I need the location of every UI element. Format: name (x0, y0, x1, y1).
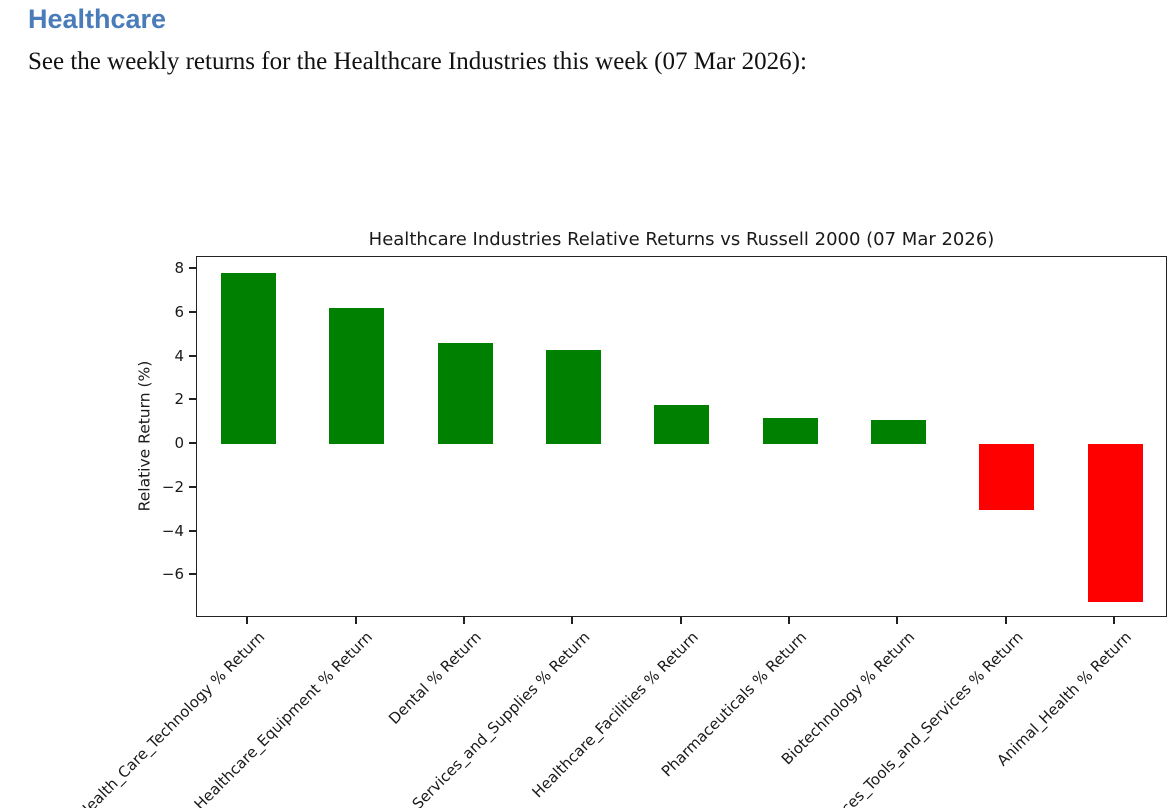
plot-area (196, 256, 1167, 617)
chart-bar (654, 404, 710, 445)
y-tick-mark (189, 398, 196, 401)
y-tick-mark (189, 310, 196, 313)
chart-bar (1087, 444, 1143, 602)
y-tick-label: 2 (174, 390, 184, 409)
y-tick-label: 0 (174, 434, 184, 453)
y-tick-label: 4 (174, 346, 184, 365)
chart-bar (329, 308, 385, 445)
chart-bar (979, 444, 1035, 510)
y-tick-label: 8 (174, 259, 184, 278)
x-tick-mark (246, 617, 249, 624)
x-tick-label: Healthcare_Equipment % Return (190, 628, 377, 808)
x-tick-mark (679, 617, 682, 624)
x-tick-mark (896, 617, 899, 624)
x-tick-mark (463, 617, 465, 624)
chart-bar (870, 419, 926, 445)
y-tick-mark (189, 354, 196, 357)
x-tick-label: Health_Care_Technology % Return (73, 628, 269, 808)
y-tick-mark (189, 573, 196, 576)
intro-text: See the weekly returns for the Healthcar… (28, 48, 807, 75)
y-tick-label: −4 (161, 521, 184, 540)
y-tick-mark (189, 529, 196, 532)
x-tick-mark (354, 617, 357, 624)
chart-bar (220, 273, 276, 445)
section-heading: Healthcare (28, 4, 167, 34)
x-tick-mark (571, 617, 574, 624)
x-tick-mark (1113, 617, 1116, 624)
x-tick-mark (1004, 617, 1007, 624)
y-tick-mark (189, 442, 196, 445)
chart-bar (437, 343, 493, 445)
chart-bar (762, 417, 818, 445)
y-tick-mark (189, 485, 196, 488)
chart-bar (545, 349, 601, 445)
y-tick-label: −2 (161, 477, 184, 496)
x-tick-label: Dental % Return (384, 628, 485, 728)
y-tick-mark (189, 267, 196, 270)
x-tick-mark (788, 617, 791, 624)
y-tick-label: −6 (161, 565, 184, 584)
returns-bar-chart: Healthcare Industries Relative Returns v… (0, 108, 1176, 808)
y-tick-label: 6 (174, 302, 184, 321)
chart-title: Healthcare Industries Relative Returns v… (368, 229, 995, 250)
